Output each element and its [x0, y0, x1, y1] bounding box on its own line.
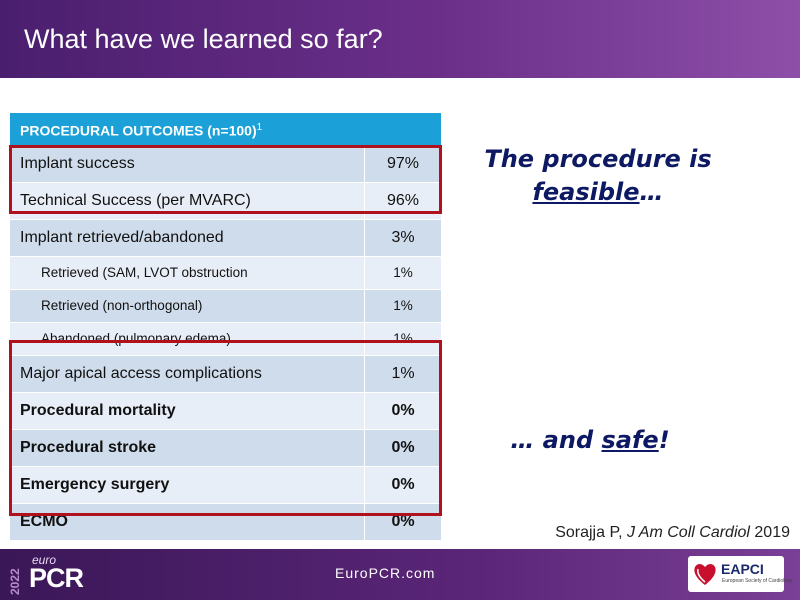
- feasible-callout: The procedure is feasible…: [468, 143, 728, 209]
- row-label: Implant success: [10, 144, 365, 182]
- table-row: Major apical access complications 1%: [10, 354, 441, 392]
- europcr-logo-pcr: PCR: [29, 563, 84, 593]
- safe-callout-start: … and: [510, 426, 602, 454]
- europcr-logo-euro: euro: [32, 553, 57, 567]
- footer-year: 2022: [8, 568, 22, 595]
- table-row: Technical Success (per MVARC) 96%: [10, 181, 441, 219]
- row-value: 0%: [364, 502, 441, 540]
- footer-url[interactable]: EuroPCR.com: [335, 565, 436, 581]
- row-value: 1%: [364, 321, 441, 355]
- row-value: 96%: [364, 181, 441, 219]
- row-label: ECMO: [10, 502, 365, 540]
- feasible-ellipsis: …: [639, 178, 664, 206]
- row-value: 0%: [364, 465, 441, 503]
- citation-year: 2019: [749, 524, 790, 541]
- table-row: Procedural mortality 0%: [10, 391, 441, 429]
- slide-title: What have we learned so far?: [24, 24, 383, 54]
- row-label: Implant retrieved/abandoned: [10, 218, 365, 256]
- safe-callout: … and safe!: [470, 424, 710, 457]
- row-label: Major apical access complications: [10, 354, 365, 392]
- eapci-name: EAPCI: [721, 561, 764, 577]
- row-label: Procedural mortality: [10, 391, 365, 429]
- row-label: Procedural stroke: [10, 428, 365, 466]
- feasible-word: feasible: [532, 178, 640, 206]
- table-row: Procedural stroke 0%: [10, 428, 441, 466]
- row-value: 0%: [364, 391, 441, 429]
- safe-callout-end: !: [658, 426, 670, 454]
- row-label: Retrieved (non-orthogonal): [10, 288, 365, 322]
- table-row: Abandoned (pulmonary edema) 1%: [10, 321, 441, 355]
- row-value: 1%: [364, 255, 441, 289]
- feasible-callout-line1: The procedure is: [484, 145, 712, 173]
- eapci-badge: EAPCI European Society of Cardiology: [688, 556, 792, 592]
- table-row: Implant retrieved/abandoned 3%: [10, 218, 441, 256]
- feasible-callout-line2: feasible…: [468, 176, 728, 209]
- citation-author: Sorajja P,: [555, 524, 627, 541]
- table-header-footnote: 1: [256, 122, 263, 134]
- table-header: PROCEDURAL OUTCOMES (n=100)1: [10, 113, 441, 145]
- row-label: Abandoned (pulmonary edema): [10, 321, 365, 355]
- citation: Sorajja P, J Am Coll Cardiol 2019: [555, 524, 790, 542]
- row-value: 1%: [364, 354, 441, 392]
- table-row: Implant success 97%: [10, 144, 441, 182]
- title-bar: What have we learned so far?: [0, 0, 800, 78]
- row-value: 0%: [364, 428, 441, 466]
- row-value: 1%: [364, 288, 441, 322]
- safe-word: safe: [601, 426, 659, 454]
- row-value: 97%: [364, 144, 441, 182]
- table-header-row: PROCEDURAL OUTCOMES (n=100)1: [10, 113, 441, 145]
- outcomes-table: PROCEDURAL OUTCOMES (n=100)1 Implant suc…: [10, 113, 441, 540]
- citation-journal: J Am Coll Cardiol: [626, 524, 750, 541]
- footer-bar: 2022 euro PCR EuroPCR.com: [0, 549, 800, 600]
- table-row: Retrieved (non-orthogonal) 1%: [10, 288, 441, 322]
- table-row: Emergency surgery 0%: [10, 465, 441, 503]
- table-header-label: PROCEDURAL OUTCOMES (n=100): [20, 123, 257, 140]
- table-row: ECMO 0%: [10, 502, 441, 540]
- row-label: Emergency surgery: [10, 465, 365, 503]
- table-row: Retrieved (SAM, LVOT obstruction 1%: [10, 255, 441, 289]
- heart-icon: [694, 564, 716, 585]
- row-label: Technical Success (per MVARC): [10, 181, 365, 219]
- eapci-subtitle: European Society of Cardiology: [722, 578, 793, 584]
- row-value: 3%: [364, 218, 441, 256]
- row-label: Retrieved (SAM, LVOT obstruction: [10, 255, 365, 289]
